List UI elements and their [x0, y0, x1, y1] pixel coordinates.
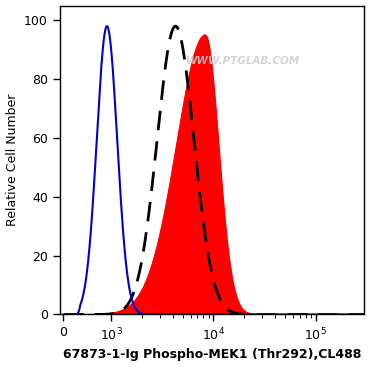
X-axis label: 67873-1-Ig Phospho-MEK1 (Thr292),CL488: 67873-1-Ig Phospho-MEK1 (Thr292),CL488 [63, 348, 361, 361]
Y-axis label: Relative Cell Number: Relative Cell Number [6, 94, 18, 226]
Text: WWW.PTGLAB.COM: WWW.PTGLAB.COM [185, 56, 300, 66]
